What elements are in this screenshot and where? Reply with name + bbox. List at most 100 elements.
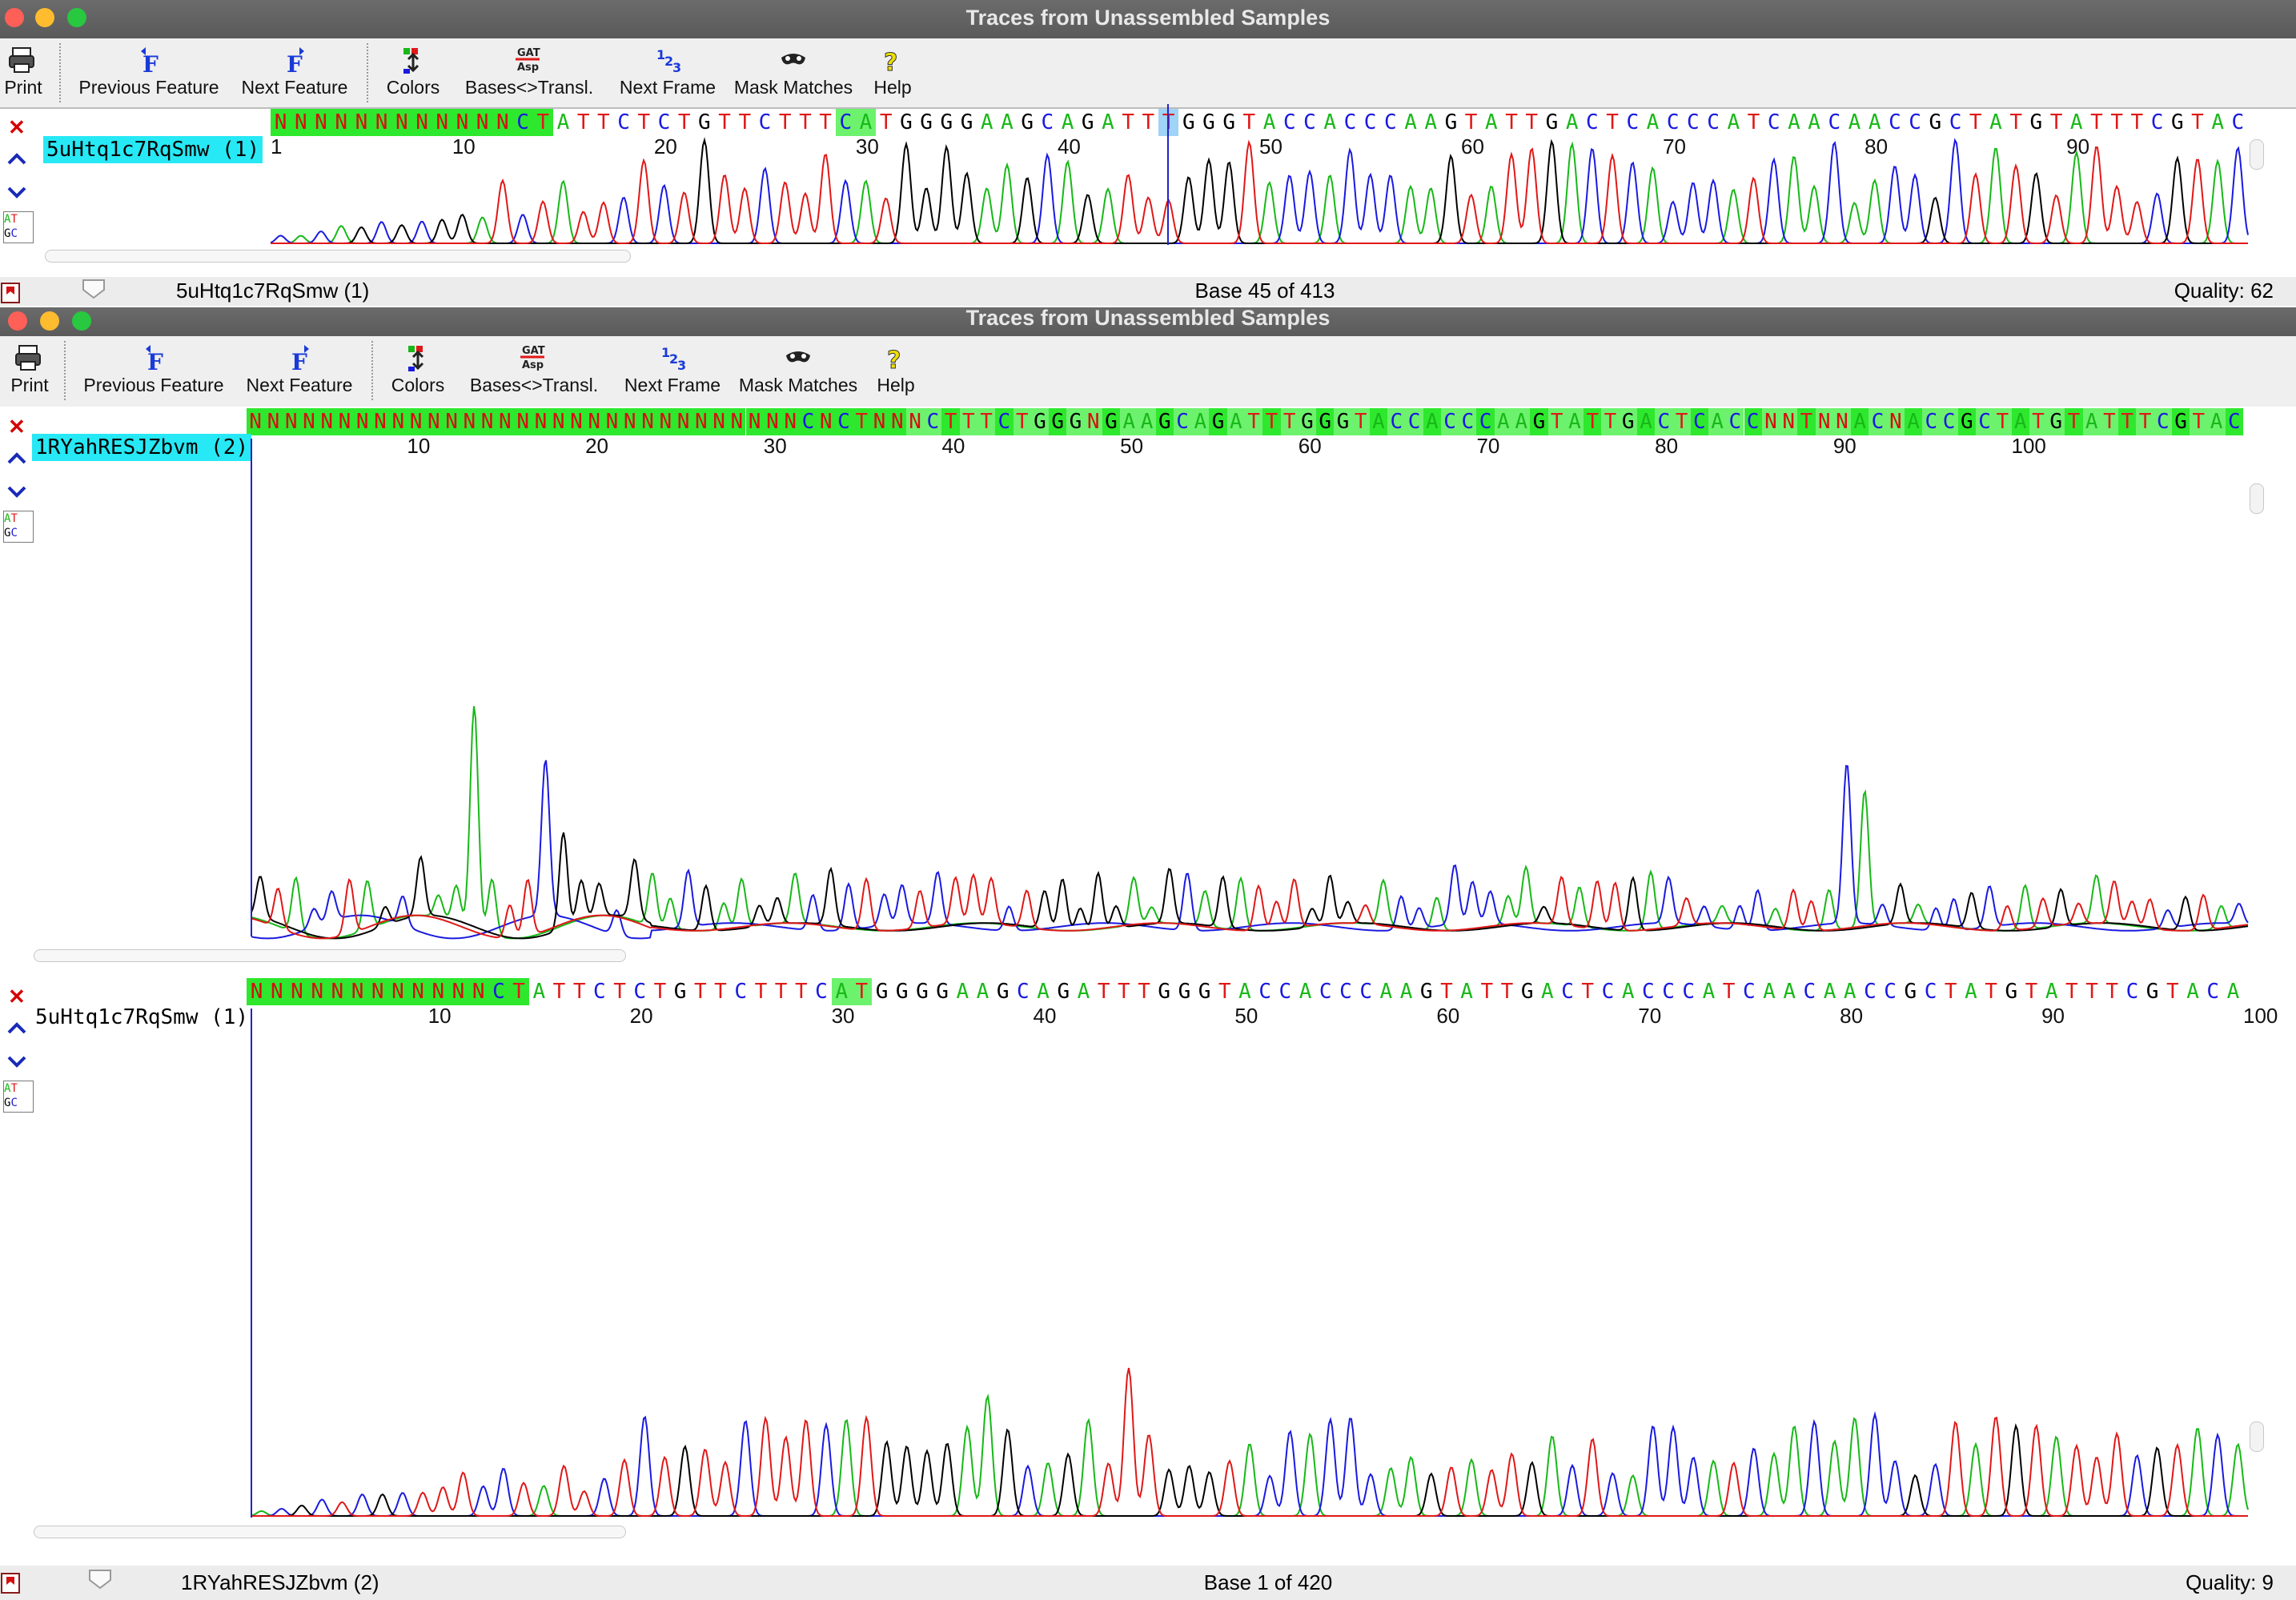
base-call[interactable]: T <box>774 980 788 1004</box>
base-call[interactable]: T <box>1097 980 1110 1004</box>
base-call[interactable]: G <box>1316 408 1335 435</box>
base-call[interactable]: T <box>819 110 832 134</box>
base-call[interactable]: T <box>1505 110 1518 134</box>
base-call[interactable]: T <box>1944 980 1957 1004</box>
base-call[interactable]: A <box>2226 980 2240 1004</box>
base-call[interactable]: C <box>1707 110 1720 134</box>
base-call[interactable]: C <box>1922 408 1941 435</box>
base-call[interactable]: A <box>1191 408 1210 435</box>
base-call[interactable]: T <box>1525 110 1539 134</box>
base-call[interactable]: A <box>1037 980 1050 1004</box>
base-call[interactable]: T <box>1747 110 1760 134</box>
base-call[interactable]: C <box>633 980 647 1004</box>
base-call[interactable]: G <box>1066 408 1085 435</box>
base-call[interactable]: A <box>1120 408 1138 435</box>
base-call[interactable]: N <box>327 978 347 1005</box>
base-call[interactable]: A <box>1061 110 1074 134</box>
base-call[interactable]: C <box>1017 980 1030 1004</box>
base-call[interactable]: G <box>1619 408 1637 435</box>
minimize-window-button[interactable] <box>35 8 54 27</box>
base-call[interactable]: N <box>371 109 392 136</box>
base-call[interactable]: T <box>576 110 590 134</box>
base-call[interactable]: T <box>1606 110 1619 134</box>
base-call[interactable]: C <box>1476 408 1495 435</box>
trace-name-label[interactable]: 5uHtq1c7RqSmw (1) <box>35 1005 249 1029</box>
base-call[interactable]: N <box>411 109 432 136</box>
base-call[interactable]: G <box>1209 408 1227 435</box>
base-call[interactable]: N <box>387 978 408 1005</box>
base-call[interactable]: T <box>794 980 808 1004</box>
previous-feature-button[interactable]: F Previous Feature <box>83 336 224 405</box>
base-call[interactable]: N <box>620 408 639 435</box>
base-call[interactable]: T <box>714 980 727 1004</box>
base-call[interactable]: A <box>1708 408 1727 435</box>
base-call[interactable]: C <box>1363 110 1377 134</box>
base-call[interactable]: N <box>745 408 764 435</box>
base-call[interactable]: N <box>1084 408 1102 435</box>
base-call[interactable]: T <box>572 980 586 1004</box>
base-call[interactable]: N <box>267 978 287 1005</box>
base-call[interactable]: C <box>1744 408 1762 435</box>
base-call[interactable]: N <box>335 408 354 435</box>
base-call[interactable]: A <box>831 978 852 1005</box>
base-call[interactable]: G <box>920 110 933 134</box>
trace-name-label[interactable]: 5uHtq1c7RqSmw (1) <box>43 136 263 163</box>
base-call[interactable]: C <box>1909 110 1921 134</box>
base-call[interactable]: N <box>709 408 729 435</box>
base-call[interactable]: N <box>1886 408 1905 435</box>
base-call[interactable]: T <box>799 110 812 134</box>
base-call[interactable]: N <box>432 109 452 136</box>
base-call[interactable]: C <box>2231 110 2245 134</box>
base-call[interactable]: N <box>247 408 265 435</box>
chevron-up-icon[interactable] <box>6 450 27 466</box>
bases-transl-button[interactable]: GAT Asp Bases<>Transl. <box>461 38 597 107</box>
base-call[interactable]: T <box>977 408 996 435</box>
base-call[interactable]: T <box>1138 980 1150 1004</box>
base-call[interactable]: A <box>1238 980 1251 1004</box>
base-call[interactable]: C <box>512 109 533 136</box>
base-call[interactable]: A <box>1512 408 1531 435</box>
base-call[interactable]: C <box>1440 408 1459 435</box>
base-call[interactable]: A <box>1565 110 1579 134</box>
base-call[interactable]: C <box>1282 110 1296 134</box>
base-call[interactable]: N <box>1815 408 1833 435</box>
base-call[interactable]: T <box>1993 408 2012 435</box>
base-call[interactable]: C <box>1864 980 1877 1004</box>
base-call[interactable]: N <box>448 978 469 1005</box>
base-call[interactable]: C <box>815 980 828 1004</box>
base-call[interactable]: T <box>1013 408 1031 435</box>
chevron-down-icon[interactable] <box>6 1053 27 1069</box>
horizontal-scrollbar[interactable] <box>34 1526 626 1538</box>
base-call[interactable]: N <box>567 408 586 435</box>
base-call[interactable]: A <box>2082 408 2101 435</box>
base-call[interactable]: A <box>1541 980 1554 1004</box>
base-call[interactable]: C <box>1359 980 1372 1004</box>
base-call[interactable]: T <box>778 110 792 134</box>
slider-handle[interactable] <box>80 279 107 299</box>
base-call[interactable]: A <box>2011 408 2029 435</box>
base-call[interactable]: T <box>1142 110 1155 134</box>
base-call[interactable]: T <box>1581 980 1595 1004</box>
base-call[interactable]: T <box>2025 980 2038 1004</box>
base-call[interactable]: T <box>2190 408 2208 435</box>
base-call[interactable]: A <box>855 109 877 136</box>
base-call[interactable]: C <box>1924 980 1937 1004</box>
base-call[interactable]: T <box>552 980 566 1004</box>
vertical-scrollbar[interactable] <box>2250 139 2264 170</box>
bookmark-icon[interactable] <box>0 1570 22 1594</box>
base-call[interactable]: A <box>1965 980 1977 1004</box>
base-call[interactable]: G <box>940 110 953 134</box>
base-call[interactable]: A <box>956 980 969 1004</box>
base-call[interactable]: A <box>1077 980 1090 1004</box>
base-call[interactable]: G <box>1158 980 1171 1004</box>
next-feature-button[interactable]: F Next Feature <box>237 38 352 107</box>
title-bar[interactable]: Traces from Unassembled Samples <box>0 307 2296 337</box>
base-call[interactable]: A <box>2045 980 2058 1004</box>
base-call[interactable]: T <box>1722 980 1736 1004</box>
base-call[interactable]: A <box>556 110 570 134</box>
base-call[interactable]: A <box>1404 110 1417 134</box>
base-call[interactable]: C <box>1682 980 1696 1004</box>
base-call[interactable]: A <box>1138 408 1156 435</box>
slider-handle[interactable] <box>86 1569 114 1590</box>
